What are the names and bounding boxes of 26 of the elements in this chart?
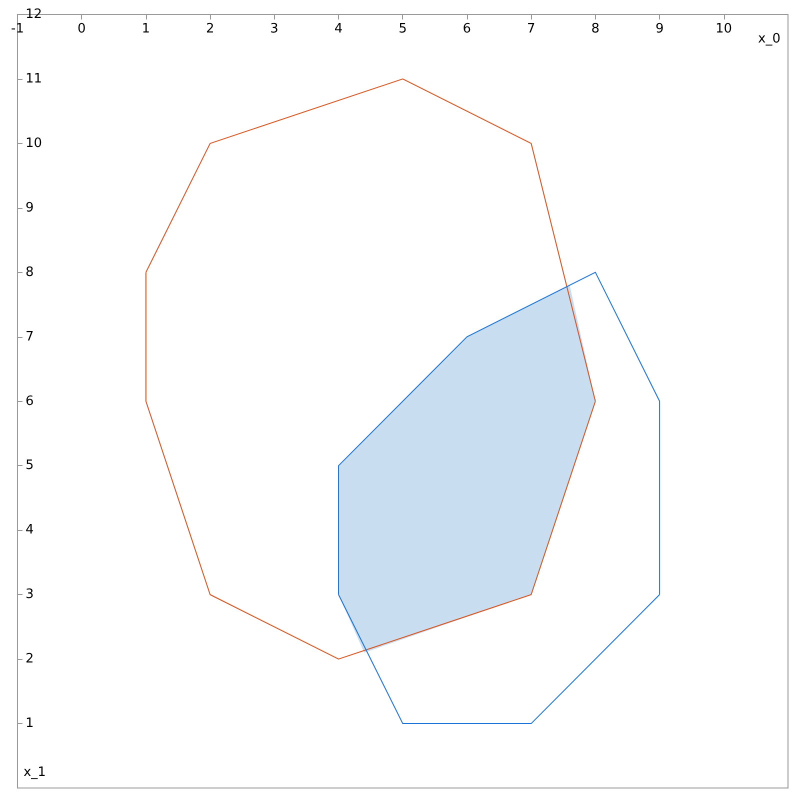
x-tick-label: -1 (10, 22, 24, 36)
y-tick-label: 12 (25, 7, 42, 22)
y-tick-label: 9 (25, 200, 34, 216)
x-axis-title: x_0 (758, 32, 780, 46)
y-tick-label: 7 (25, 329, 34, 344)
y-tick-label: 4 (25, 522, 34, 538)
x-tick-label: 9 (655, 22, 664, 36)
x-tick-label: 2 (206, 22, 214, 36)
x-tick-label: 3 (270, 22, 278, 36)
x-tick-label: 0 (78, 22, 86, 36)
x-tick-label: 8 (591, 22, 600, 36)
x-tick-label: 5 (398, 22, 407, 36)
y-tick-label: 11 (25, 71, 42, 86)
y-axis-title: x_1 (23, 765, 46, 780)
x-tick-label: 4 (334, 22, 343, 36)
x-tick-label: 1 (142, 22, 150, 36)
x-tick-label: 6 (462, 22, 472, 36)
y-tick-label: 10 (25, 136, 42, 151)
y-tick-label: 2 (25, 652, 34, 667)
x-tick-label: 10 (716, 22, 732, 36)
y-tick-label: 8 (25, 264, 34, 280)
y-tick-label: 5 (25, 458, 34, 474)
y-tick-label: 6 (25, 394, 34, 409)
y-tick-label: 1 (25, 716, 34, 732)
x-tick-label: 7 (527, 22, 536, 36)
y-tick-label: 3 (25, 587, 34, 602)
